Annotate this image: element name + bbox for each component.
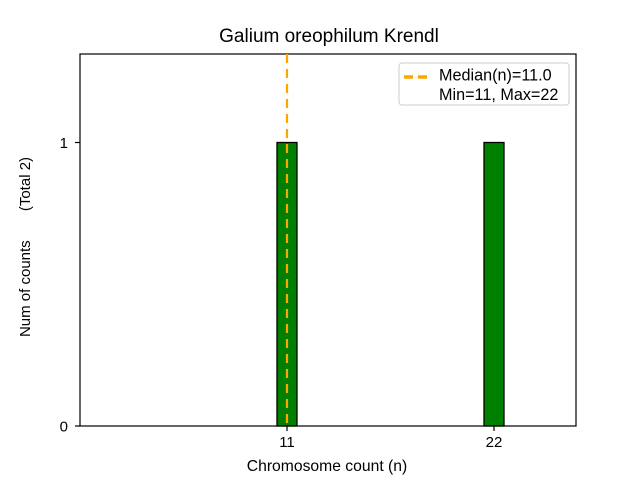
svg-text:Galium oreophilum Krendl: Galium oreophilum Krendl [219, 26, 439, 47]
svg-text:0: 0 [60, 419, 68, 436]
svg-text:11: 11 [279, 434, 295, 451]
svg-text:Min=11, Max=22: Min=11, Max=22 [439, 86, 558, 104]
svg-text:Chromosome count (n): Chromosome count (n) [247, 458, 407, 475]
svg-text:Num of counts (Total 2): Num of counts (Total 2) [17, 157, 34, 337]
svg-text:22: 22 [486, 434, 503, 451]
svg-text:1: 1 [60, 135, 68, 152]
svg-text:Median(n)=11.0: Median(n)=11.0 [439, 67, 552, 85]
